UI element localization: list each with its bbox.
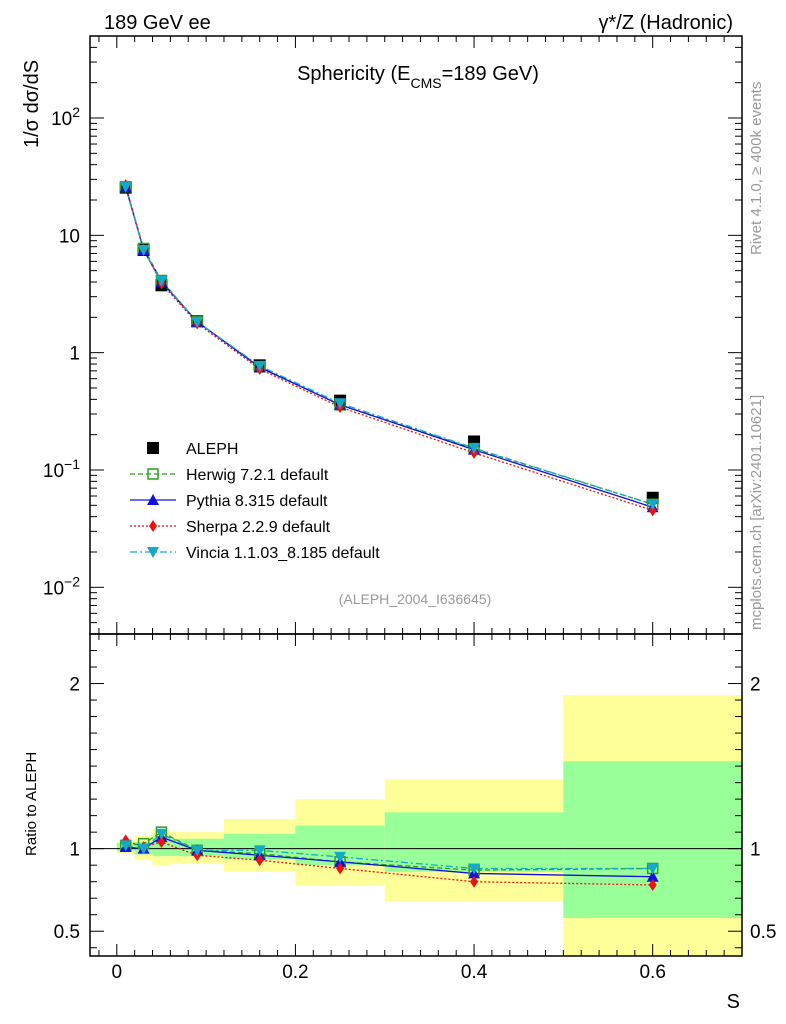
ratio-series-point xyxy=(646,863,659,875)
legend-label: Herwig 7.2.1 default xyxy=(186,467,329,484)
ratio-y-axis-label: Ratio to ALEPH xyxy=(23,752,40,856)
y-tick-label: 102 xyxy=(51,104,80,130)
ratio-series-point xyxy=(137,843,150,855)
mc-series-line xyxy=(125,186,653,508)
mc-series-point xyxy=(253,360,266,372)
mc-series-point xyxy=(646,499,659,511)
legend-marker xyxy=(149,520,157,532)
ratio-series-line xyxy=(125,833,653,870)
ratio-y-tick-label-right: 1 xyxy=(750,840,761,861)
legend-label: Vincia 1.1.03_8.185 default xyxy=(186,545,380,562)
ratio-series-point xyxy=(648,878,657,891)
mc-series-line xyxy=(125,184,653,512)
ratio-series-point xyxy=(646,870,659,882)
ratio-band-inner xyxy=(384,812,564,872)
legend-marker xyxy=(147,494,159,505)
ratio-y-tick-label: 1 xyxy=(69,840,80,861)
ratio-band-inner xyxy=(563,761,742,919)
ratio-series-point xyxy=(155,828,168,840)
legend-marker xyxy=(147,547,159,558)
ratio-series-point xyxy=(336,862,345,875)
mc-series-point xyxy=(648,504,657,517)
mc-series-point xyxy=(468,442,481,454)
ratio-y-tick-label: 2 xyxy=(69,675,80,696)
ratio-series-point xyxy=(253,845,266,857)
ratio-series-point xyxy=(157,836,166,849)
analysis-id: (ALEPH_2004_I636645) xyxy=(339,591,492,607)
mc-series-point xyxy=(334,398,347,410)
x-tick-label: 0.6 xyxy=(639,962,665,983)
main-panel: 10−2 10−1 1 10 102 Sphericity (ECMS=189 GeV) 1… xyxy=(21,35,743,635)
mc-series-point xyxy=(191,316,204,328)
header-left: 189 GeV ee xyxy=(104,12,211,34)
legend-label: Sherpa 2.2.9 default xyxy=(186,519,331,536)
x-tick-label: 0 xyxy=(112,962,123,983)
chart-title: Sphericity (ECMS=189 GeV) xyxy=(297,63,539,91)
ratio-series-point xyxy=(334,851,347,863)
ratio-series-point xyxy=(470,875,479,888)
y-tick-label: 1 xyxy=(69,344,80,365)
rivet-label: Rivet 4.1.0, ≥ 400k events xyxy=(748,82,765,255)
legend-label: Pythia 8.315 default xyxy=(186,493,328,510)
ratio-series-point xyxy=(191,845,204,857)
legend: ALEPH Herwig 7.2.1 default Pythia 8.315 de… xyxy=(130,441,380,562)
ratio-y-tick-label-right: 2 xyxy=(750,675,761,696)
ratio-y-tick-label: 0.5 xyxy=(54,922,80,943)
y-tick-label: 10−1 xyxy=(43,456,80,482)
y-tick-label: 10−2 xyxy=(43,573,80,599)
legend-label-aleph: ALEPH xyxy=(186,441,238,458)
header-right: γ*/Z (Hadronic) xyxy=(599,12,733,34)
ratio-y-tick-label-right: 0.5 xyxy=(750,922,776,943)
ratio-series-point xyxy=(468,863,481,875)
mcplots-label: mcplots.cern.ch [arXiv:2401.10621] xyxy=(748,395,765,630)
mc-series-point xyxy=(137,244,150,256)
mc-series-point xyxy=(155,275,168,287)
ratio-series-point xyxy=(119,840,132,852)
x-tick-label: 0.2 xyxy=(282,962,308,983)
y-tick-label: 10 xyxy=(59,226,80,247)
ratio-frame xyxy=(89,633,743,957)
mc-series-point xyxy=(119,181,132,193)
legend-marker-aleph xyxy=(147,442,159,454)
ratio-series-point xyxy=(255,854,264,867)
y-axis-label: 1/σ dσ/dS xyxy=(21,60,43,148)
ratio-panel: 0 0.2 0.4 0.6 0.5 0.5 1 1 2 2 Ratio to ALEPH xyxy=(23,633,776,983)
x-tick-label: 0.4 xyxy=(461,962,488,983)
x-axis-label: S xyxy=(727,991,740,1013)
legend-marker xyxy=(147,468,159,480)
